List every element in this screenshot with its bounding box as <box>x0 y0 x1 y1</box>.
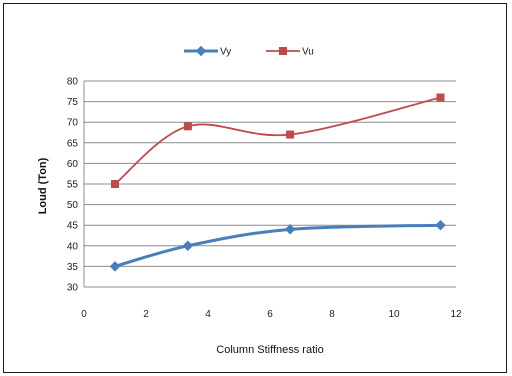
data-point-vu <box>436 93 445 102</box>
legend-item-vu: Vu <box>266 47 314 58</box>
y-tick-label: 50 <box>67 200 79 211</box>
x-tick-label: 4 <box>205 309 211 320</box>
y-tick-label: 45 <box>67 221 79 232</box>
chart-frame: 30 35 40 45 50 55 60 65 70 75 80 0 2 4 6 8 10 12 Vy Vu Col… <box>3 3 507 373</box>
series-vu <box>111 93 445 188</box>
data-point-vu <box>286 130 295 139</box>
x-tick-label: 2 <box>143 309 149 320</box>
series-line-vy <box>113 223 442 268</box>
legend: Vy Vu <box>184 45 314 58</box>
data-point-vy <box>109 261 121 272</box>
y-tick-label: 70 <box>67 118 79 129</box>
y-tick-label: 40 <box>67 241 79 252</box>
series-line-vu <box>114 96 442 185</box>
data-point-vu <box>183 122 192 131</box>
x-tick-label: 0 <box>81 309 87 320</box>
gridlines <box>84 80 456 288</box>
legend-label-vy: Vy <box>220 47 231 58</box>
x-axis-title: Column Stiffness ratio <box>216 344 323 356</box>
y-tick-label: 35 <box>67 262 79 273</box>
series-vy <box>109 219 446 272</box>
x-tick-label: 10 <box>388 309 400 320</box>
data-point-vy <box>182 240 194 252</box>
legend-label-vu: Vu <box>302 47 314 58</box>
x-tick-label: 6 <box>267 309 273 320</box>
y-tick-label: 60 <box>67 159 79 170</box>
data-point-vu <box>111 180 119 188</box>
y-tick-label: 75 <box>67 97 79 108</box>
legend-item-vy: Vy <box>184 45 231 58</box>
line-chart: 30 35 40 45 50 55 60 65 70 75 80 0 2 4 6 8 10 12 Vy Vu Col… <box>37 45 462 356</box>
legend-marker-vu <box>279 47 287 55</box>
y-axis-title: Loud (Ton) <box>37 157 49 214</box>
series <box>109 93 446 272</box>
y-tick-label: 30 <box>67 283 79 294</box>
data-point-vy <box>284 223 296 235</box>
x-tick-label: 8 <box>329 309 335 320</box>
y-tick-label: 80 <box>67 77 79 88</box>
y-tick-label: 55 <box>67 180 79 191</box>
tick-labels: 30 35 40 45 50 55 60 65 70 75 80 0 2 4 6 8 10 12 <box>67 77 462 321</box>
data-point-vy <box>435 219 446 231</box>
legend-marker-vy <box>195 45 207 57</box>
y-tick-label: 65 <box>67 138 79 149</box>
x-tick-label: 12 <box>450 309 462 320</box>
